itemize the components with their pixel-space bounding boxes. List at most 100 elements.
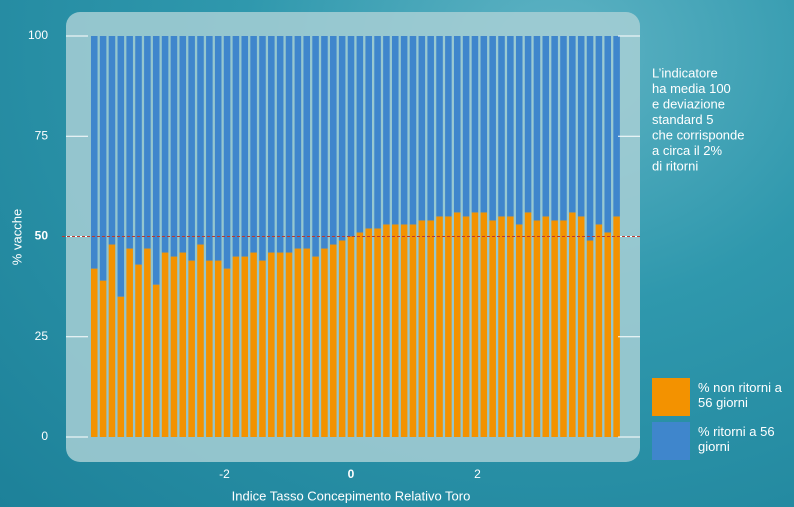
bar-segment (471, 212, 479, 437)
y-tick-label: 50 (35, 229, 49, 243)
bar-segment (374, 36, 381, 229)
bar-segment (586, 240, 594, 437)
y-tick-label: 75 (35, 128, 49, 142)
bar-segment (117, 36, 125, 297)
bar-segment (489, 36, 496, 221)
bar-segment (480, 36, 488, 213)
bar-segment (400, 224, 408, 437)
bar-segment (515, 36, 523, 225)
annotation-line: e deviazione (652, 96, 725, 111)
bar-segment (533, 36, 541, 221)
bar-segment (259, 36, 266, 261)
bar-segment (560, 220, 567, 437)
x-tick-label: 0 (348, 467, 355, 481)
bar-segment (560, 36, 567, 221)
bar-segment (285, 36, 293, 253)
bar-segment (586, 36, 594, 241)
bar-segment (321, 36, 328, 249)
annotation-line: L’indicatore (652, 65, 718, 80)
bar-segment (232, 256, 240, 437)
bar-segment (268, 252, 275, 437)
bar-segment (170, 36, 178, 257)
bar-segment (445, 36, 452, 217)
bar-segment (498, 36, 505, 217)
bar-segment (347, 236, 355, 437)
bar-segment (453, 36, 461, 213)
annotation-line: a circa il 2% (652, 143, 723, 158)
bar-segment (188, 260, 195, 437)
bar-segment (161, 252, 169, 437)
bar-segment (241, 256, 249, 437)
annotation-line: standard 5 (652, 112, 713, 127)
bar-segment (144, 248, 151, 437)
y-tick-label: 0 (41, 429, 48, 443)
bar-segment (161, 36, 169, 253)
bar-segment (108, 36, 116, 245)
bar-segment (330, 244, 337, 437)
bar-segment (108, 244, 116, 437)
bar-segment (206, 36, 213, 261)
legend-swatch (652, 422, 690, 460)
bar-segment (569, 212, 576, 437)
bar-segment (321, 248, 328, 437)
bar-segment (577, 216, 585, 437)
legend-label: % ritorni a 56 giorni (698, 424, 775, 454)
bar-segment (214, 260, 222, 437)
bar-segment (90, 268, 98, 437)
bar-segment (206, 260, 213, 437)
bar-segment (188, 36, 195, 261)
bar-segment (152, 36, 160, 285)
bar-segment (312, 256, 319, 437)
bar-segment (232, 36, 240, 257)
bar-segment (126, 248, 133, 437)
bar-segment (338, 240, 346, 437)
bar-segment (409, 36, 417, 225)
bar-segment (551, 220, 558, 437)
bar-segment (445, 216, 452, 437)
y-tick-label: 100 (28, 28, 48, 42)
bar-segment (294, 36, 302, 249)
bar-segment (595, 224, 603, 437)
bar-segment (250, 36, 257, 253)
bar-segment (126, 36, 133, 249)
bar-segment (383, 36, 390, 225)
bar-segment (330, 36, 337, 245)
bar-segment (356, 36, 364, 233)
bar-segment (241, 36, 249, 257)
x-tick-label: 2 (474, 467, 481, 481)
bar-segment (391, 36, 399, 225)
bar-segment (391, 224, 399, 437)
bar-segment (135, 264, 142, 437)
bar-segment (524, 212, 532, 437)
bar-segment (613, 216, 620, 437)
bar-segment (427, 220, 434, 437)
bar-segment (303, 36, 311, 249)
bar-segment (400, 36, 408, 225)
bar-segment (117, 296, 125, 437)
y-tick-label: 25 (35, 329, 49, 343)
annotation-line: ha media 100 (652, 81, 731, 96)
bar-segment (569, 36, 576, 213)
bar-segment (90, 36, 98, 269)
bar-segment (99, 280, 107, 437)
bar-segment (453, 212, 461, 437)
bar-segment (604, 232, 612, 437)
bar-segment (259, 260, 266, 437)
bar-segment (144, 36, 151, 249)
bar-segment (471, 36, 479, 213)
legend-swatch (652, 378, 690, 416)
bar-segment (604, 36, 612, 233)
bar-segment (427, 36, 434, 221)
annotation-line: di ritorni (652, 158, 698, 173)
bar-segment (312, 36, 319, 257)
bar-segment (577, 36, 585, 217)
bar-segment (542, 36, 550, 217)
bar-segment (303, 248, 311, 437)
bar-segment (595, 36, 603, 225)
bar-segment (356, 232, 364, 437)
bar-segment (507, 36, 514, 217)
bar-segment (418, 220, 426, 437)
bar-segment (374, 228, 381, 437)
x-tick-label: -2 (219, 467, 230, 481)
